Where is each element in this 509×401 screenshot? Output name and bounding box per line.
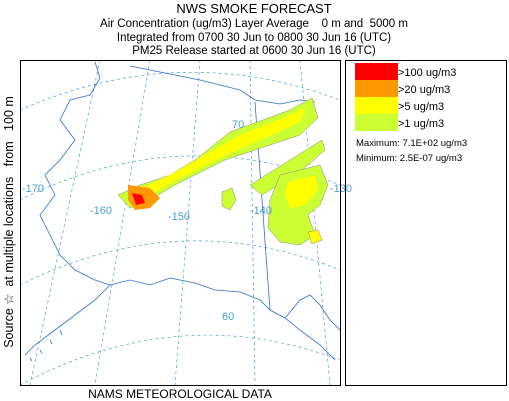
map: -170 -160 -150 -140 -130 70 60: [21, 61, 352, 385]
legend-frame: [345, 60, 507, 386]
subtitle: Air Concentration (ug/m3) Layer Average …: [100, 18, 408, 30]
map-label: 70: [232, 119, 244, 131]
legend-label: >5 ug/m3: [398, 101, 444, 113]
plume: [117, 97, 329, 246]
legend-label: >100 ug/m3: [398, 67, 456, 79]
map-label: -170: [22, 183, 44, 195]
legend-swatch: [355, 114, 398, 131]
legend-swatch: [355, 97, 398, 114]
legend-swatch: [355, 63, 398, 80]
legend-label: >1 ug/m3: [398, 118, 444, 130]
legend-swatch: [355, 80, 398, 97]
subtitle: PM25 Release started at 0600 30 Jun 16 (…: [132, 45, 376, 57]
side-label: Source ☆ at multiple locations from 100 …: [2, 96, 16, 348]
legend-minimum: Minimum: 2.5E-07 ug/m3: [356, 153, 462, 164]
legend-maximum: Maximum: 7.1E+02 ug/m3: [356, 138, 467, 149]
footer: NAMS METEOROLOGICAL DATA: [88, 387, 272, 401]
legend: >100 ug/m3 >20 ug/m3 >5 ug/m3 >1 ug/m3: [355, 63, 456, 131]
title: NWS SMOKE FORECAST: [176, 1, 331, 16]
map-label: -150: [168, 211, 190, 223]
map-frame: [20, 60, 341, 386]
map-label: -140: [250, 205, 272, 217]
map-label: -130: [330, 183, 352, 195]
subtitle: Integrated from 0700 30 Jun to 0800 30 J…: [117, 32, 391, 44]
graticule: [21, 61, 340, 385]
map-label: 60: [222, 311, 234, 323]
legend-label: >20 ug/m3: [398, 84, 450, 96]
map-label: -160: [90, 205, 112, 217]
